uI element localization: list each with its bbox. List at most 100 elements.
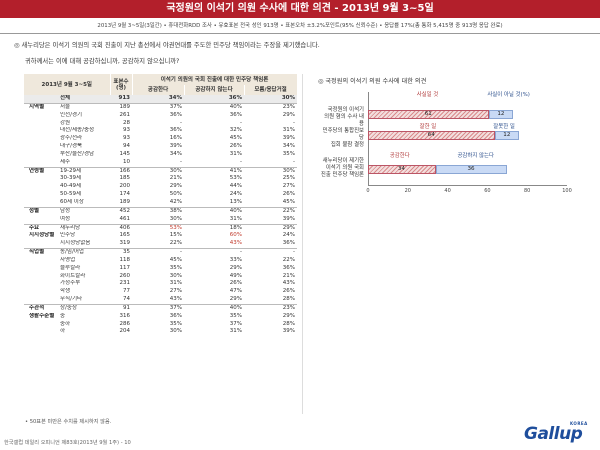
row-group	[24, 135, 58, 143]
row-agree: 34%	[169, 150, 183, 157]
row-label: 대전/세종/충청	[60, 127, 95, 134]
row-n: 28	[123, 119, 131, 126]
category-label: 국정원의 이석기 의원 혐의 수사 내용	[320, 107, 364, 128]
row-n: 189	[110, 102, 133, 112]
row-agree: 30%	[132, 166, 185, 176]
row-label: 부산/울산/경남	[60, 150, 95, 157]
row-group: 주요	[24, 223, 58, 233]
row-group	[24, 265, 58, 273]
row-disagree: 31%	[229, 328, 243, 335]
row-n: 35	[110, 248, 133, 257]
row-agree: 42%	[169, 198, 183, 205]
row-dk: 30%	[244, 95, 298, 104]
table-row: 대전/세종/충청 93 36% 32% 31%	[24, 127, 297, 135]
row-disagree: 26%	[229, 143, 243, 150]
table-row: 가정주부 231 31% 26% 43%	[24, 280, 297, 288]
results-table-wrapper: 2013년 9월 3~5일 표본수 (명) 이석기 의원의 국회 진출에 대한 …	[24, 74, 298, 336]
bar-first	[368, 165, 436, 174]
row-dk: 26%	[282, 288, 296, 295]
table-row: 대구/경북 94 39% 26% 34%	[24, 143, 297, 151]
row-group	[24, 95, 58, 104]
row-n: 286	[119, 320, 131, 327]
gallup-logo: Gallup KOREA	[524, 421, 587, 444]
row-agree: 16%	[169, 135, 183, 142]
row-group: 지지정당별	[29, 232, 55, 239]
row-n: 319	[119, 240, 131, 247]
legend-second: 공감하지 않는다	[457, 153, 494, 159]
table-row: 직업별 농/임/어업 35- - -	[24, 248, 298, 257]
row-disagree: 13%	[229, 198, 243, 205]
row-disagree: 43%	[229, 240, 243, 247]
row-label: 가정주부	[60, 280, 81, 287]
table-row: 부산/울산/경남 145 34% 31% 35%	[24, 151, 297, 159]
legend-second: 사실이 아닐 것(%)	[487, 92, 530, 98]
question-line-1: ◎ 새누리당은 이석기 의원의 국회 진출이 지난 총선에서 야권연대를 주도한…	[14, 42, 320, 49]
row-group: 지역별	[24, 102, 58, 112]
row-group: 직업별	[24, 248, 58, 257]
row-disagree: 53%	[229, 175, 243, 182]
row-dk: 43%	[282, 280, 296, 287]
row-dk: -	[293, 158, 296, 165]
row-label: 자영업	[60, 256, 76, 263]
bar-value: 64	[427, 132, 435, 138]
row-label: 여성	[60, 215, 71, 222]
row-disagree: 18%	[184, 223, 245, 233]
row-disagree: 32%	[229, 127, 243, 134]
bar-first	[368, 110, 490, 119]
chart-title: ◎ 국정원의 이석기 의원 수사에 대한 의견	[318, 78, 427, 85]
table-row: 주요 새누리당 406 53% 18% 29%	[24, 223, 298, 233]
row-agree: 27%	[169, 288, 183, 295]
row-disagree: 36%	[229, 111, 243, 118]
bar-first	[368, 131, 496, 140]
row-n: 174	[119, 191, 131, 198]
row-disagree: 31%	[229, 215, 243, 222]
row-label: 지지정당없음	[60, 240, 91, 247]
row-dk: 39%	[282, 328, 296, 335]
category-label-line: 집회 불참 결정	[330, 142, 364, 148]
legend-first: 공감한다	[389, 153, 410, 159]
row-group	[24, 257, 58, 265]
row-group	[24, 151, 58, 159]
bar-value: 12	[497, 111, 505, 117]
row-dk: 31%	[282, 127, 296, 134]
category-label-line: 의원 혐의 수사 내용	[324, 114, 364, 127]
bar-second	[489, 110, 514, 119]
row-agree: -	[180, 158, 183, 165]
table-note: • 50표본 미만은 수치를 제시하지 않음.	[25, 419, 112, 425]
table-row: 성별 남성 452 38% 40% 22%	[24, 206, 298, 216]
row-group	[24, 191, 58, 199]
row-dk: 25%	[282, 175, 296, 182]
row-dk: 30%	[244, 166, 298, 176]
table-row: 학생 77 27% 47% 26%	[24, 288, 297, 296]
row-agree: 36%	[169, 312, 183, 319]
row-n: 231	[119, 280, 131, 287]
row-group	[24, 321, 58, 329]
col-disagree-header: 공감하지 않는다	[184, 85, 245, 95]
row-agree: 31%	[169, 280, 183, 287]
row-dk: 29%	[244, 223, 298, 233]
row-dk: 36%	[282, 264, 296, 271]
row-label: 30-39세	[60, 175, 82, 182]
row-dk: 21%	[282, 272, 296, 279]
row-n: 166	[110, 166, 133, 176]
row-group	[24, 273, 58, 281]
row-disagree: 40%	[184, 206, 245, 216]
row-label: 전체	[58, 95, 111, 104]
row-label: 제주	[60, 158, 71, 165]
row-group	[24, 240, 58, 248]
row-disagree: 44%	[229, 183, 243, 190]
row-n: 77	[123, 288, 131, 295]
row-label: 광주/전라	[60, 135, 83, 142]
column-divider	[302, 74, 303, 414]
row-agree: 34%	[132, 95, 185, 104]
row-n: 165	[119, 232, 131, 239]
row-disagree: 41%	[184, 166, 245, 176]
group-header: 이석기 의원의 국회 진출에 대한 민주당 책임론	[132, 74, 298, 85]
chart-x-axis	[368, 185, 567, 186]
row-n: 91	[110, 303, 133, 313]
row-agree: 30%	[169, 272, 183, 279]
table-row: 생활수준별 중 316 36% 35% 29%	[24, 313, 297, 321]
row-dk: 35%	[282, 150, 296, 157]
col-dk-header: 모름/응답거절	[244, 85, 298, 95]
table-row: 무직/기타 74 43% 29% 28%	[24, 296, 297, 304]
